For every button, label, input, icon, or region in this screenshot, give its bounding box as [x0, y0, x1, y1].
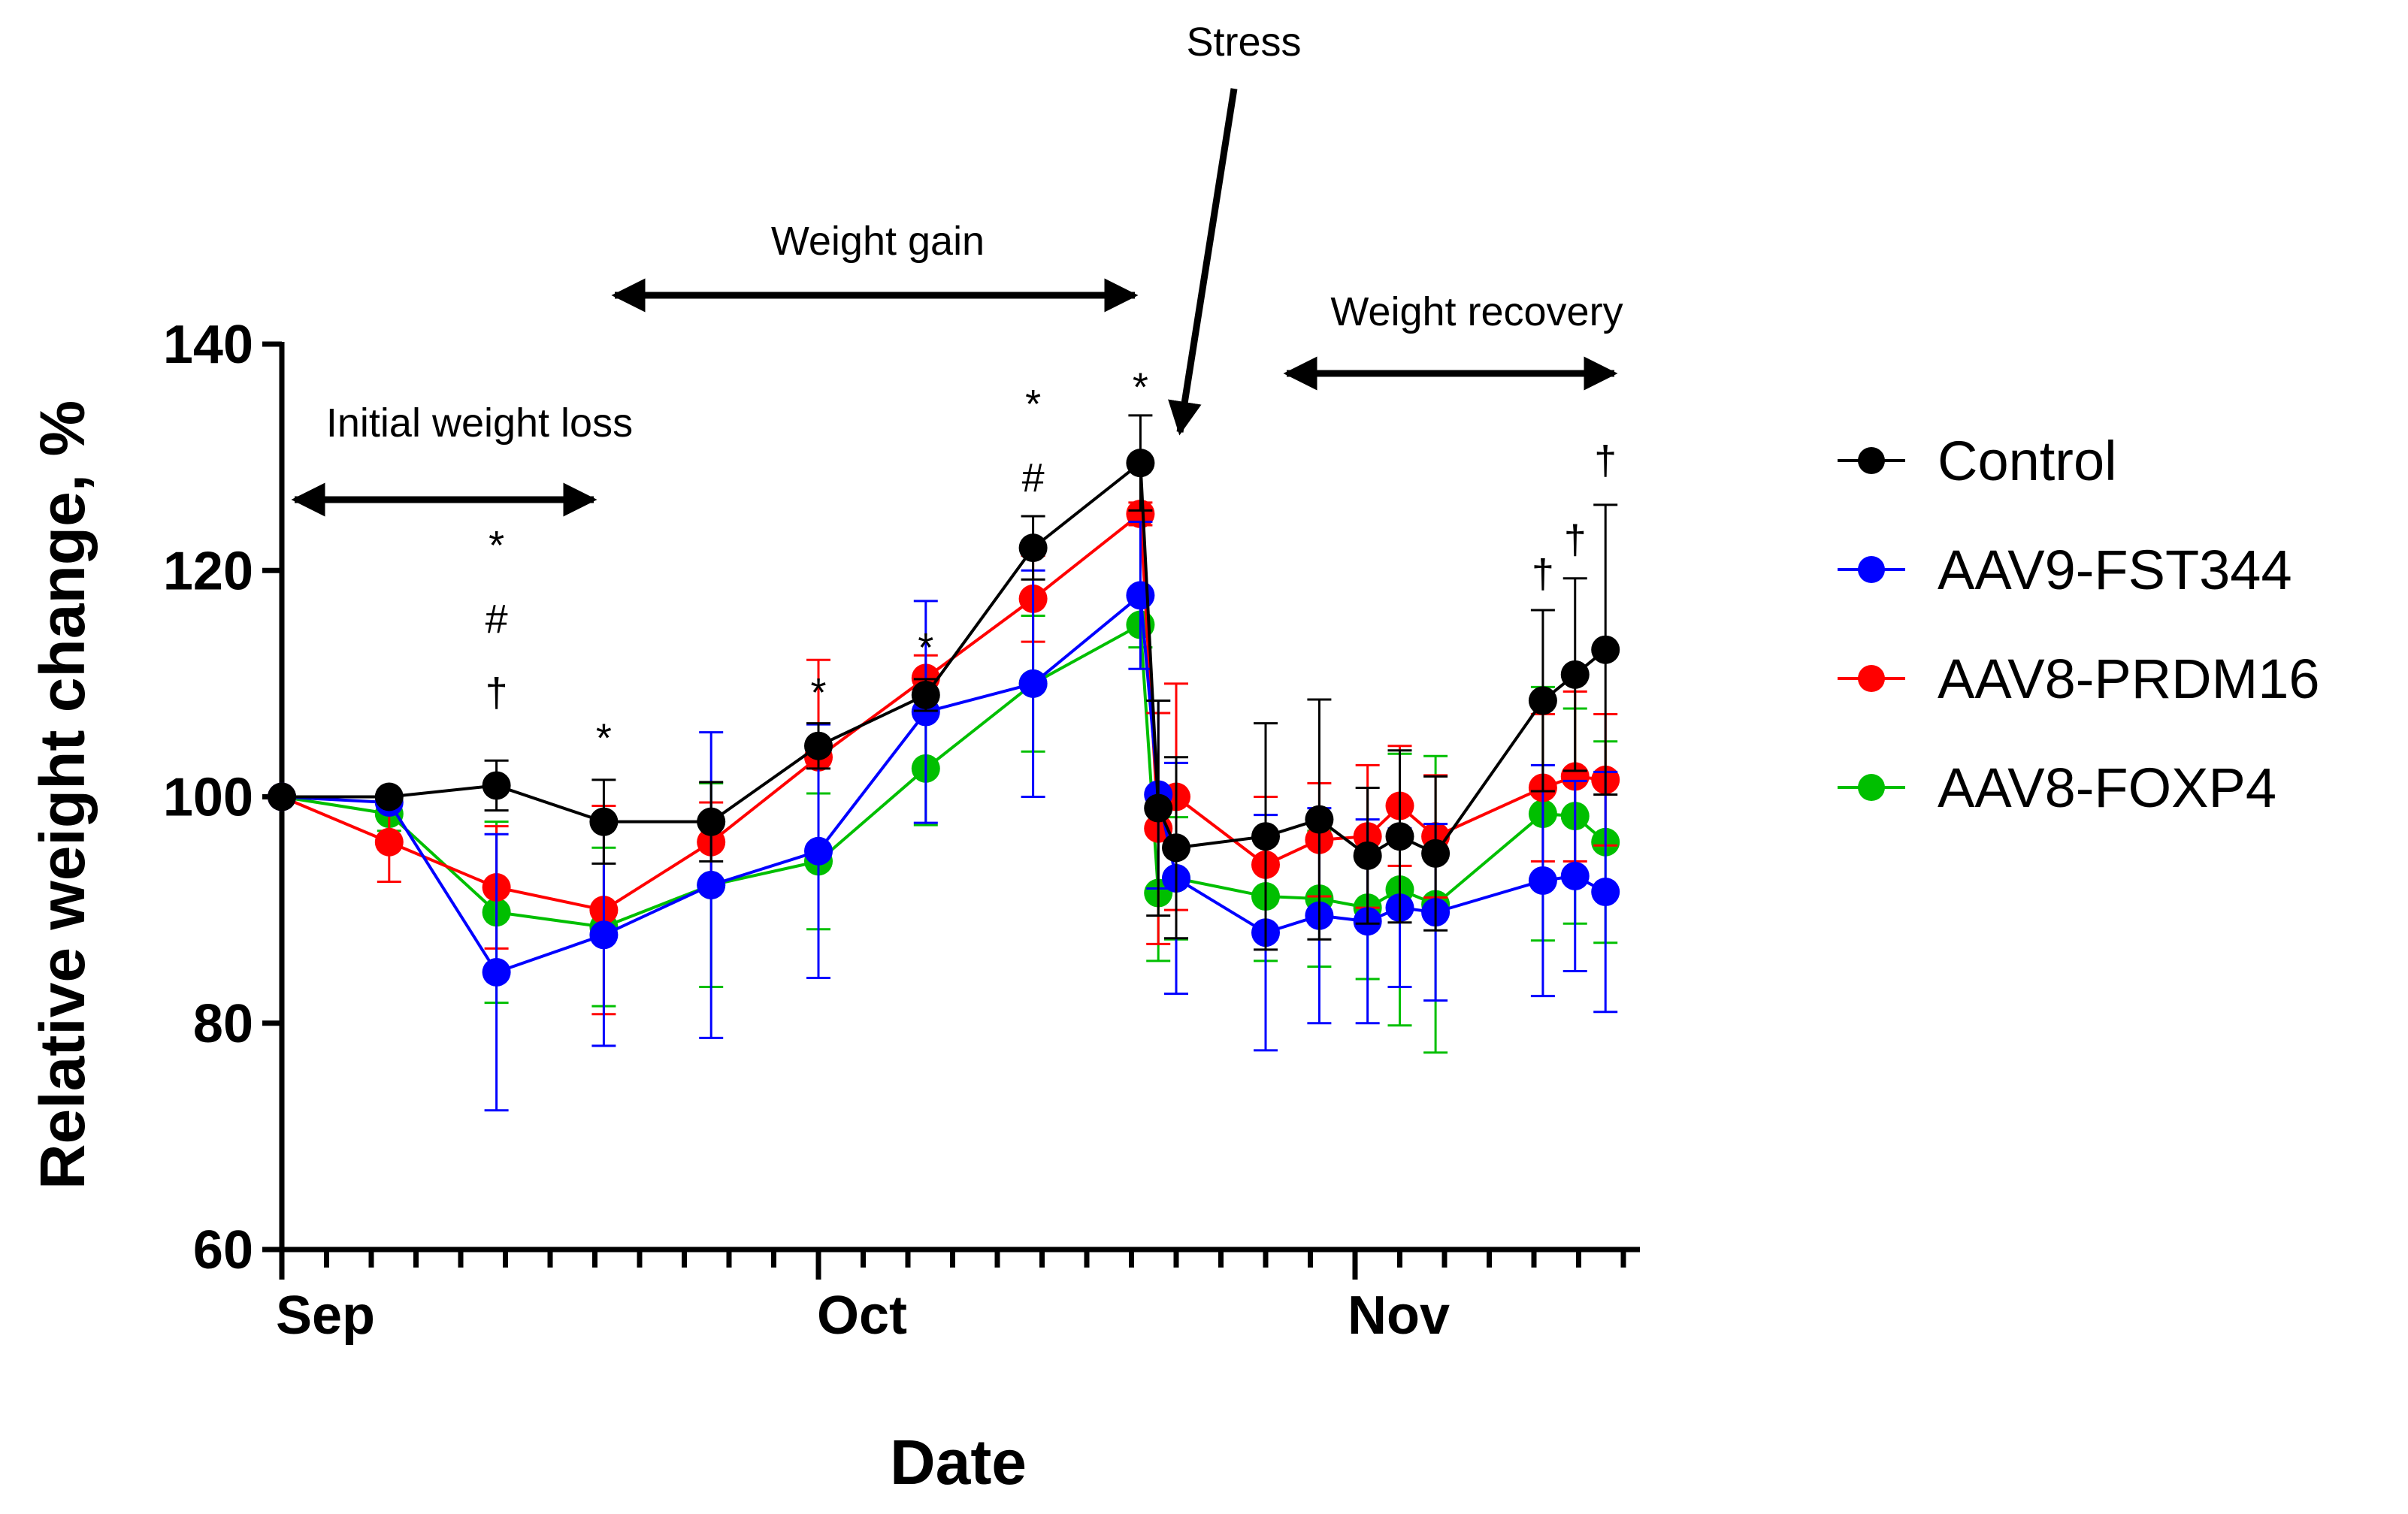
- legend-label: Control: [1938, 430, 2117, 492]
- data-point: [589, 920, 619, 950]
- arrow-stress: [1168, 88, 1238, 436]
- y-tick-label: 60: [193, 1220, 253, 1280]
- x-tick-label: Sep: [276, 1286, 375, 1346]
- data-point: [268, 782, 296, 811]
- significance-symbol: #: [1022, 455, 1045, 500]
- data-point: [1018, 669, 1048, 698]
- data-point: [1560, 762, 1590, 791]
- significance-symbol: *: [489, 523, 504, 568]
- y-tick-label: 140: [163, 315, 253, 375]
- data-point: [1528, 866, 1557, 895]
- data-point: [697, 807, 726, 836]
- significance-symbol: *: [810, 670, 826, 715]
- plot-area: [268, 414, 1620, 1112]
- annotation-stress: Stress: [1186, 20, 1301, 65]
- data-point: [1018, 533, 1048, 563]
- data-point: [804, 731, 833, 760]
- y-tick-label: 120: [163, 541, 253, 601]
- significance-symbol: †: [1594, 438, 1617, 483]
- series-control: [268, 414, 1620, 951]
- data-point: [589, 807, 619, 836]
- annotation-initial-weight-loss: Initial weight loss: [326, 400, 633, 446]
- legend-marker: [1858, 774, 1885, 801]
- legend-marker: [1858, 556, 1885, 583]
- significance-symbol: †: [1532, 552, 1554, 597]
- data-point: [1591, 635, 1620, 664]
- annotation-weight-gain: Weight gain: [771, 219, 985, 264]
- significance-symbol: †: [486, 670, 508, 715]
- series-aav9-fst344: [268, 520, 1620, 1112]
- y-tick-label: 100: [163, 768, 253, 828]
- x-axis-title: Date: [890, 1427, 1027, 1497]
- series-aav8-prdm16: [268, 499, 1620, 1016]
- significance-symbol: *: [918, 625, 933, 670]
- data-point: [1144, 793, 1173, 823]
- data-point: [1162, 833, 1190, 863]
- data-point: [697, 870, 726, 899]
- data-point: [1528, 686, 1557, 715]
- data-point: [374, 827, 404, 857]
- data-point: [804, 836, 833, 866]
- legend-marker: [1858, 447, 1885, 474]
- significance-symbol: *: [1133, 364, 1148, 409]
- x-axis-ticks: Sep Oct Nov: [276, 1250, 1626, 1346]
- data-point: [1251, 822, 1280, 851]
- y-axis-title: Relative weight change, %: [27, 400, 98, 1189]
- significance-symbol: *: [1025, 382, 1041, 427]
- significance-symbol: †: [1564, 518, 1587, 563]
- significance-symbol: #: [486, 597, 508, 642]
- data-point: [1305, 805, 1334, 834]
- y-tick-label: 80: [193, 994, 253, 1054]
- data-point: [1126, 449, 1155, 478]
- legend-label: AAV9-FST344: [1938, 539, 2292, 601]
- significance-markers: *#†****#*†††: [486, 364, 1617, 760]
- data-point: [1591, 878, 1620, 907]
- y-axis-ticks: 60 80 100 120 140: [163, 315, 282, 1280]
- series-line: [281, 510, 1606, 912]
- data-point: [482, 771, 511, 800]
- data-point: [1353, 841, 1382, 870]
- data-point: [911, 680, 940, 709]
- data-point: [1421, 839, 1451, 868]
- data-point: [1560, 660, 1590, 689]
- x-tick-label: Oct: [817, 1286, 907, 1346]
- legend-label: AAV8-PRDM16: [1938, 648, 2320, 710]
- legend: Control AAV9-FST344 AAV8-PRDM16 AAV8-FOXP4: [1838, 430, 2320, 819]
- data-point: [1385, 822, 1414, 851]
- annotation-weight-recovery: Weight recovery: [1330, 289, 1623, 334]
- significance-symbol: *: [596, 715, 612, 760]
- data-point: [374, 782, 404, 811]
- legend-marker: [1858, 665, 1885, 692]
- data-point: [482, 957, 511, 987]
- legend-label: AAV8-FOXP4: [1938, 757, 2276, 819]
- data-point: [1560, 861, 1590, 890]
- x-tick-label: Nov: [1348, 1286, 1450, 1346]
- data-point: [1126, 581, 1155, 610]
